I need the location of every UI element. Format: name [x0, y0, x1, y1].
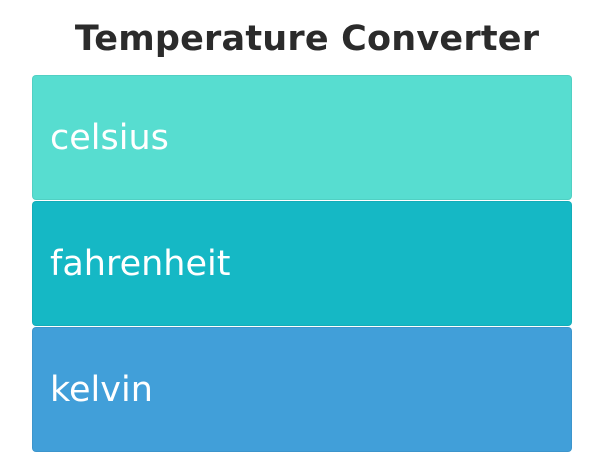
fahrenheit-input[interactable] [32, 201, 572, 326]
page-title: Temperature Converter [74, 19, 540, 59]
kelvin-input[interactable] [32, 327, 572, 452]
converter-fields [32, 75, 572, 453]
celsius-input[interactable] [32, 75, 572, 200]
